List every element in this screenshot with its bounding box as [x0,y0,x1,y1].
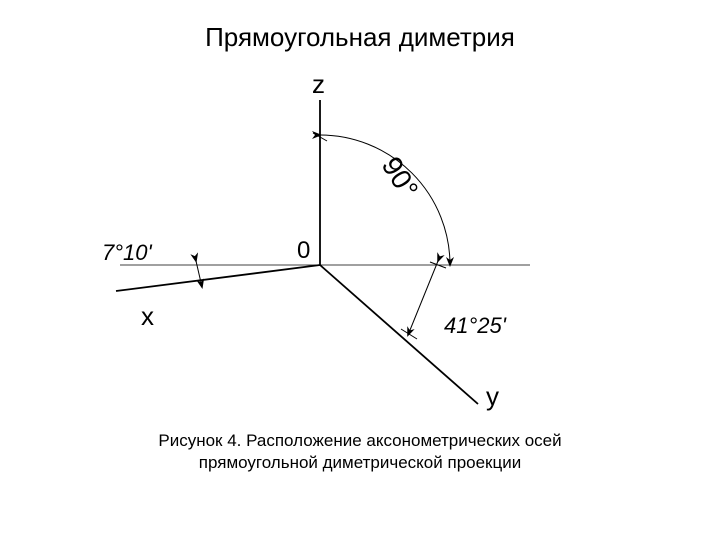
angle-mark-y [408,261,438,335]
caption-line-2: прямоугольной диметрической проекции [199,453,521,472]
y-axis-label: y [486,381,499,411]
angle-label-y: 41°25' [444,313,507,338]
caption-line-1: Рисунок 4. Расположение аксонометрически… [158,431,561,450]
x-axis-label: x [141,301,154,331]
angle-label-90: 90° [376,151,425,203]
angle-arc-90 [320,135,450,265]
angle-label-x: 7°10' [102,240,153,265]
z-axis-label: z [312,69,325,99]
x-axis [116,265,320,291]
axes-diagram: z x y 0 7°10' 41°25' 90° [60,65,620,435]
figure-caption: Рисунок 4. Расположение аксонометрически… [0,430,720,474]
origin-label: 0 [297,237,310,264]
page-title: Прямоугольная диметрия [0,22,720,53]
